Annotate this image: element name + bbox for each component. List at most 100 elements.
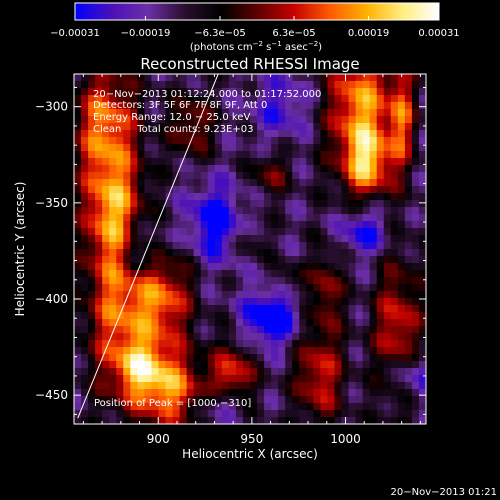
heatmap-cell bbox=[250, 200, 258, 208]
heatmap-cell bbox=[418, 382, 426, 390]
heatmap-cell bbox=[221, 109, 230, 117]
heatmap-cell bbox=[88, 228, 96, 236]
heatmap-cell bbox=[362, 200, 371, 208]
heatmap-cell bbox=[313, 123, 321, 131]
heatmap-cell bbox=[214, 305, 223, 313]
chart-title: Reconstructed RHESSI Image bbox=[140, 55, 359, 73]
heatmap-cell bbox=[242, 242, 251, 250]
heatmap-cell bbox=[404, 151, 413, 159]
heatmap-cell bbox=[235, 88, 244, 96]
heatmap-cell bbox=[285, 207, 293, 215]
heatmap-cell bbox=[327, 291, 336, 299]
heatmap-cell bbox=[221, 172, 230, 180]
heatmap-cell bbox=[327, 165, 336, 173]
heatmap-cell bbox=[130, 116, 138, 124]
heatmap-cell bbox=[130, 74, 138, 82]
heatmap-cell bbox=[355, 74, 364, 82]
heatmap-cell bbox=[306, 193, 314, 201]
heatmap-cell bbox=[242, 389, 251, 397]
heatmap-cell bbox=[320, 130, 329, 138]
heatmap-cell bbox=[250, 354, 258, 362]
heatmap-cell bbox=[74, 249, 82, 257]
heatmap-cell bbox=[390, 221, 399, 229]
heatmap-cell bbox=[158, 109, 167, 117]
heatmap-cell bbox=[257, 151, 265, 159]
heatmap-cell bbox=[390, 123, 399, 131]
heatmap-cell bbox=[355, 179, 364, 187]
heatmap-cell bbox=[285, 116, 293, 124]
heatmap-cell bbox=[341, 284, 350, 292]
heatmap-cell bbox=[341, 375, 350, 383]
heatmap-cell bbox=[116, 291, 124, 299]
heatmap-cell bbox=[264, 158, 272, 166]
heatmap-cell bbox=[292, 389, 300, 397]
heatmap-cell bbox=[207, 95, 216, 103]
heatmap-cell bbox=[376, 235, 385, 243]
heatmap-cell bbox=[348, 410, 357, 418]
heatmap-cell bbox=[355, 144, 364, 152]
heatmap-cell bbox=[362, 277, 371, 285]
heatmap-cell bbox=[193, 312, 202, 320]
heatmap-cell bbox=[411, 116, 420, 124]
heatmap-cell bbox=[362, 186, 371, 194]
heatmap-cell bbox=[144, 389, 153, 397]
heatmap-cell bbox=[102, 130, 110, 138]
heatmap-cell bbox=[285, 361, 293, 369]
heatmap-cell bbox=[320, 291, 329, 299]
heatmap-cell bbox=[327, 347, 336, 355]
heatmap-cell bbox=[137, 389, 145, 397]
heatmap-cell bbox=[109, 284, 117, 292]
heatmap-cell bbox=[242, 305, 251, 313]
heatmap-cell bbox=[271, 207, 279, 215]
heatmap-cell bbox=[383, 291, 392, 299]
heatmap-cell bbox=[200, 172, 209, 180]
heatmap-cell bbox=[348, 137, 357, 145]
heatmap-cell bbox=[95, 242, 103, 250]
heatmap-cell bbox=[411, 333, 420, 341]
heatmap-cell bbox=[151, 186, 160, 194]
heatmap-cell bbox=[348, 186, 357, 194]
heatmap-cell bbox=[341, 319, 350, 327]
heatmap-cell bbox=[257, 158, 265, 166]
heatmap-cell bbox=[299, 214, 307, 222]
heatmap-cell bbox=[109, 102, 117, 110]
heatmap-cell bbox=[264, 95, 272, 103]
heatmap-cell bbox=[390, 354, 399, 362]
heatmap-cell bbox=[306, 403, 314, 411]
heatmap-cell bbox=[109, 305, 117, 313]
heatmap-cell bbox=[334, 389, 343, 397]
heatmap-cell bbox=[348, 207, 357, 215]
heatmap-cell bbox=[292, 123, 300, 131]
heatmap-cell bbox=[165, 270, 174, 278]
heatmap-cell bbox=[235, 284, 244, 292]
heatmap-cell bbox=[257, 200, 265, 208]
heatmap-cell bbox=[411, 263, 420, 271]
heatmap-cell bbox=[235, 277, 244, 285]
heatmap-cell bbox=[102, 88, 110, 96]
heatmap-cell bbox=[179, 179, 188, 187]
heatmap-cell bbox=[257, 340, 265, 348]
heatmap-cell bbox=[137, 382, 145, 390]
heatmap-cell bbox=[151, 214, 160, 222]
heatmap-cell bbox=[313, 81, 321, 89]
heatmap-cell bbox=[278, 235, 286, 243]
heatmap-cell bbox=[88, 347, 96, 355]
heatmap-cell bbox=[228, 396, 237, 404]
heatmap-cell bbox=[102, 333, 110, 341]
heatmap-cell bbox=[390, 130, 399, 138]
heatmap-cell bbox=[299, 410, 307, 418]
heatmap-cell bbox=[193, 95, 202, 103]
heatmap-cell bbox=[369, 179, 378, 187]
heatmap-cell bbox=[376, 81, 385, 89]
heatmap-cell bbox=[214, 151, 223, 159]
heatmap-cell bbox=[404, 277, 413, 285]
heatmap-cell bbox=[228, 214, 237, 222]
heatmap-cell bbox=[228, 284, 237, 292]
heatmap-cell bbox=[250, 326, 258, 334]
heatmap-cell bbox=[186, 151, 195, 159]
heatmap-cell bbox=[172, 375, 181, 383]
heatmap-cell bbox=[214, 256, 223, 264]
heatmap-cell bbox=[341, 368, 350, 376]
heatmap-cell bbox=[123, 74, 131, 82]
heatmap-cell bbox=[299, 333, 307, 341]
